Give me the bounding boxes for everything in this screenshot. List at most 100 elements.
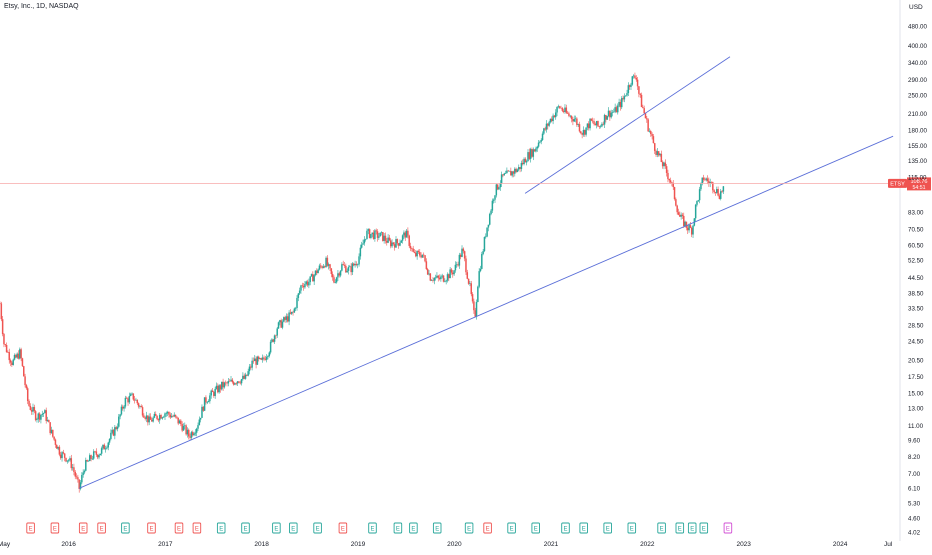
earnings-marker[interactable]: E [121,522,130,534]
earnings-marker[interactable]: E [97,522,106,534]
candle-body [73,467,75,472]
earnings-marker[interactable]: E [393,522,403,534]
earnings-marker-box [338,522,348,534]
price-tick-label: 33.50 [908,305,924,312]
candle [228,378,231,382]
candle-body [354,263,356,266]
earnings-marker[interactable]: E [26,522,35,534]
candle [485,233,487,239]
candle [19,347,21,360]
earnings-marker[interactable]: E [289,522,298,534]
candle [118,414,120,428]
candle [234,382,236,386]
candle-body [661,162,664,167]
candle-body [376,231,379,238]
earnings-marker[interactable]: E [147,522,156,534]
candle-body [156,415,158,420]
candle-body [713,190,715,192]
earnings-marker[interactable]: E [657,522,666,534]
candle [721,190,723,194]
earnings-marker[interactable]: E [579,522,588,534]
price-tick-label: 60.50 [908,243,924,250]
earnings-marker[interactable]: E [531,522,540,534]
candle [302,283,305,291]
candle-body [515,168,517,172]
earnings-marker[interactable]: E [723,522,733,534]
candle-body [461,248,463,257]
time-axis[interactable]: May 2016 2017 2018 2019 2020 2021 2022 2023 2024 J… [0,541,893,548]
candle [186,427,189,438]
candle [1,315,4,337]
candle [63,453,66,462]
earnings-marker[interactable]: E [338,522,348,534]
candle [96,454,99,460]
candle-body [436,275,438,278]
earnings-marker[interactable]: E [603,522,612,534]
candle-body [242,375,244,380]
earnings-marker[interactable]: E [432,522,442,534]
candle [597,120,599,128]
candle [246,374,248,377]
price-axis[interactable]: USD 480.00 400.00 340.00 290.00 250.00 210.00… [908,4,927,537]
earnings-marker[interactable]: E [675,522,685,534]
trendlines-layer[interactable] [79,56,894,489]
candle [573,115,575,123]
earnings-marker[interactable]: E [687,522,697,534]
candle-body [610,112,612,118]
symbol-badge [888,178,907,188]
earnings-marker[interactable]: E [216,522,226,534]
earnings-marker[interactable]: E [78,522,88,534]
earnings-marker[interactable]: E [699,522,709,534]
earnings-marker[interactable]: E [627,522,637,534]
earnings-marker[interactable]: E [368,522,377,534]
candle-body [271,339,273,342]
candle [486,227,488,238]
earnings-marker[interactable]: E [313,522,322,534]
candle [195,427,198,437]
earnings-marker[interactable]: E [561,522,570,534]
candle-body [123,406,125,409]
candle-body [255,358,257,365]
candle-body [504,173,507,174]
candle-body [388,237,391,241]
candle-body [296,297,298,308]
candle-body [300,285,302,291]
candle-body [458,254,461,266]
candle-body [428,273,430,275]
candle-body [465,258,467,273]
earnings-marker[interactable]: E [409,522,418,534]
candle [379,232,381,237]
candle-body [235,383,238,384]
earnings-marker[interactable]: E [50,522,60,534]
trendline[interactable] [79,135,894,489]
candle-body [158,415,161,421]
candle [139,405,141,409]
candle-body [485,236,487,238]
candle-body [635,77,638,80]
earnings-marker[interactable]: E [272,522,281,534]
candle-body [240,379,243,384]
earnings-marker[interactable]: E [241,522,250,534]
earnings-marker[interactable]: E [507,522,516,534]
candle [41,410,43,418]
earnings-marker[interactable]: E [174,522,184,534]
candle [131,392,133,396]
candle-body [566,112,569,114]
candle-body [540,140,542,142]
earnings-marker[interactable]: E [192,522,202,534]
candle [133,395,136,404]
candle [168,411,170,418]
candle-body [189,436,191,438]
candle [482,248,484,256]
candle [632,74,635,79]
candle [296,295,298,311]
candle [701,177,704,186]
earnings-marker[interactable]: E [464,522,474,534]
candle-body [627,85,630,94]
candle [595,120,598,129]
trendline[interactable] [524,56,731,194]
candle-body [685,221,688,228]
earnings-marker[interactable]: E [483,522,492,534]
